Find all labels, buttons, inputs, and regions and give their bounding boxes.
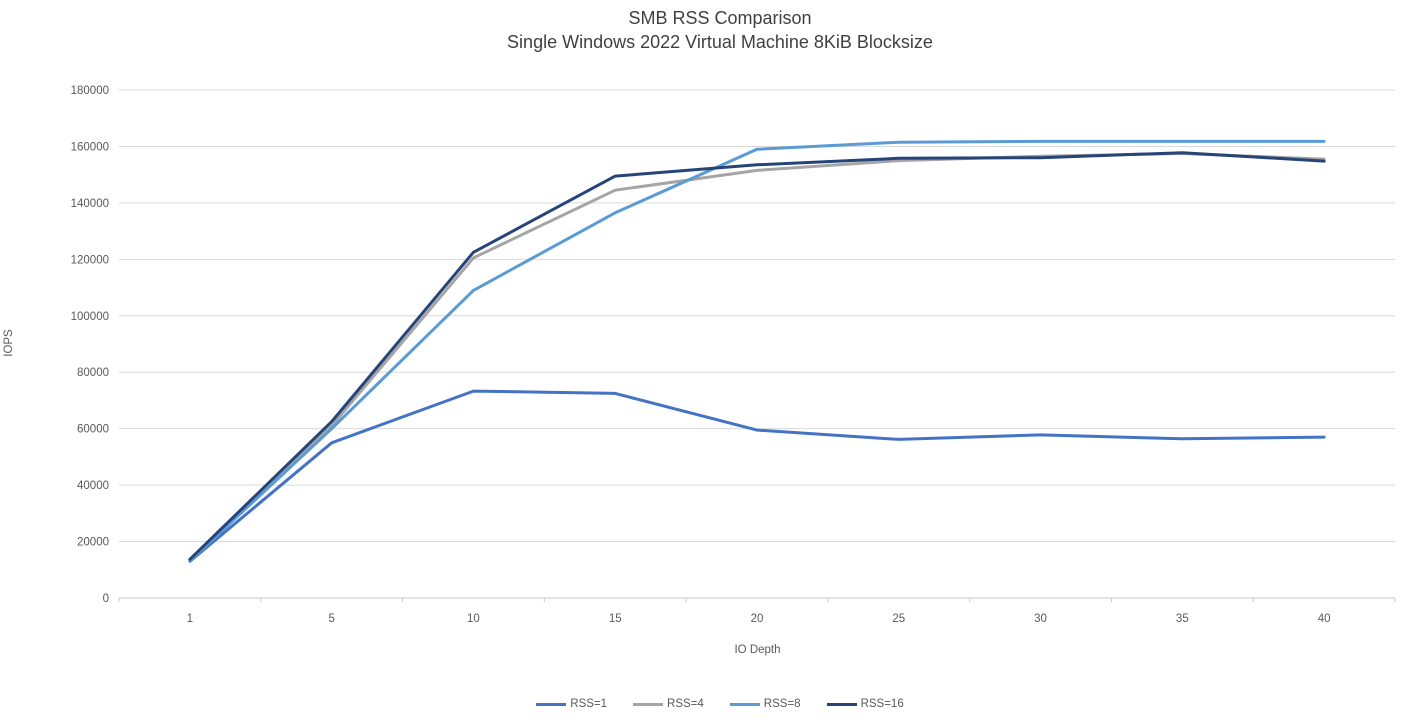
y-tick-labels: 0 20000 40000 60000 80000 100000 120000 140000 1… xyxy=(71,85,109,605)
legend-item-rss-1: RSS=1 xyxy=(536,698,607,710)
y-tick-label: 0 xyxy=(103,593,109,605)
y-tick-label: 20000 xyxy=(77,537,109,549)
x-tick-label: 35 xyxy=(1176,613,1189,625)
legend-item-rss-16: RSS=16 xyxy=(826,698,904,710)
y-tick-label: 80000 xyxy=(77,367,109,379)
y-tick-label: 140000 xyxy=(71,198,109,210)
legend-line-swatch-rss-1 xyxy=(536,702,567,706)
legend: RSS=1 RSS=4 RSS=8 RSS=16 xyxy=(0,698,1409,710)
y-tick-label: 100000 xyxy=(71,311,109,323)
y-tick-label: 60000 xyxy=(77,424,109,436)
y-tick-label: 120000 xyxy=(71,254,109,266)
x-tick-label: 10 xyxy=(467,613,480,625)
y-axis-title: IOPS xyxy=(3,329,15,357)
series-line-rss-1 xyxy=(188,389,1326,563)
x-tick-label: 40 xyxy=(1318,613,1331,625)
series-line-rss-8 xyxy=(188,139,1326,563)
chart-subtitle: Single Windows 2022 Virtual Machine 8KiB… xyxy=(507,32,933,52)
chart-title: SMB RSS Comparison xyxy=(628,8,812,28)
legend-item-rss-8: RSS=8 xyxy=(729,698,801,710)
x-axis-title: IO Depth xyxy=(734,644,781,656)
legend-line-swatch-rss-4 xyxy=(633,702,664,706)
x-axis-ticks xyxy=(118,598,1396,602)
chart-title-block: SMB RSS Comparison Single Windows 2022 V… xyxy=(60,6,1380,54)
y-tick-label: 180000 xyxy=(71,85,109,97)
legend-line-swatch-rss-16 xyxy=(826,702,857,706)
legend-label: RSS=16 xyxy=(860,698,904,710)
legend-label: RSS=1 xyxy=(570,698,608,710)
x-tick-label: 15 xyxy=(609,613,622,625)
legend-line-swatch-rss-8 xyxy=(729,702,760,706)
x-tick-labels: 1 5 10 15 20 25 30 35 40 xyxy=(187,613,1331,625)
legend-label: RSS=8 xyxy=(763,698,801,710)
x-tick-label: 5 xyxy=(328,613,334,625)
y-tick-label: 160000 xyxy=(71,141,109,153)
legend-label: RSS=4 xyxy=(667,698,704,710)
x-tick-label: 25 xyxy=(892,613,905,625)
x-tick-label: 20 xyxy=(751,613,764,625)
x-tick-label: 30 xyxy=(1034,613,1047,625)
series-line-rss-16 xyxy=(188,151,1326,561)
x-tick-label: 1 xyxy=(187,613,193,625)
y-tick-label: 40000 xyxy=(77,480,109,492)
gridlines xyxy=(119,89,1395,599)
series-line-rss-4 xyxy=(188,152,1326,562)
series-lines xyxy=(188,139,1326,563)
legend-item-rss-4: RSS=4 xyxy=(633,698,704,710)
